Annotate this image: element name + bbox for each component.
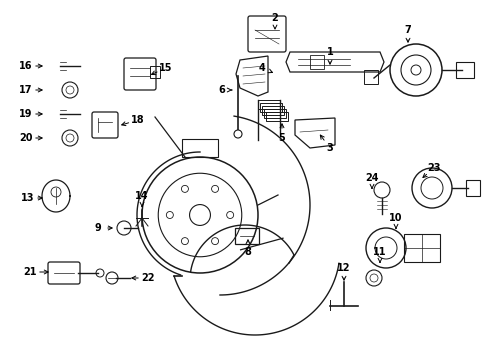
Text: 6: 6: [218, 85, 225, 95]
Text: 15: 15: [159, 63, 172, 73]
Text: 24: 24: [365, 173, 378, 183]
Circle shape: [181, 238, 188, 244]
Bar: [465, 180, 479, 196]
Text: 2: 2: [271, 13, 278, 23]
Text: 23: 23: [427, 163, 440, 173]
Text: 16: 16: [19, 61, 33, 71]
Text: 11: 11: [372, 247, 386, 257]
Bar: [235, 228, 259, 244]
Circle shape: [166, 212, 173, 219]
Bar: [260, 103, 282, 112]
Circle shape: [181, 185, 188, 192]
Circle shape: [211, 238, 218, 244]
Text: 19: 19: [19, 109, 33, 119]
Polygon shape: [285, 52, 383, 72]
Bar: [403, 234, 439, 262]
Text: 7: 7: [404, 25, 410, 35]
Text: 12: 12: [337, 263, 350, 273]
Text: 13: 13: [21, 193, 35, 203]
Bar: [182, 139, 218, 157]
Text: 8: 8: [244, 247, 251, 257]
Circle shape: [211, 185, 218, 192]
Bar: [150, 66, 160, 78]
Text: 20: 20: [19, 133, 33, 143]
Circle shape: [410, 65, 420, 75]
Bar: [265, 112, 287, 121]
Circle shape: [226, 212, 233, 219]
Bar: [309, 55, 324, 69]
Polygon shape: [294, 118, 334, 148]
Text: 4: 4: [258, 63, 265, 73]
Text: 22: 22: [141, 273, 154, 283]
Polygon shape: [236, 56, 267, 96]
Text: 3: 3: [326, 143, 333, 153]
Text: 10: 10: [388, 213, 402, 223]
Text: 9: 9: [95, 223, 101, 233]
Text: 14: 14: [135, 191, 148, 201]
Text: 21: 21: [23, 267, 37, 277]
Text: 1: 1: [326, 47, 333, 57]
Text: 17: 17: [19, 85, 33, 95]
Text: 18: 18: [131, 115, 144, 125]
Bar: [455, 62, 473, 78]
Bar: [262, 106, 284, 115]
Bar: [258, 100, 280, 109]
Text: 5: 5: [278, 133, 285, 143]
Bar: [264, 109, 285, 118]
Bar: [363, 70, 377, 84]
Circle shape: [234, 130, 242, 138]
